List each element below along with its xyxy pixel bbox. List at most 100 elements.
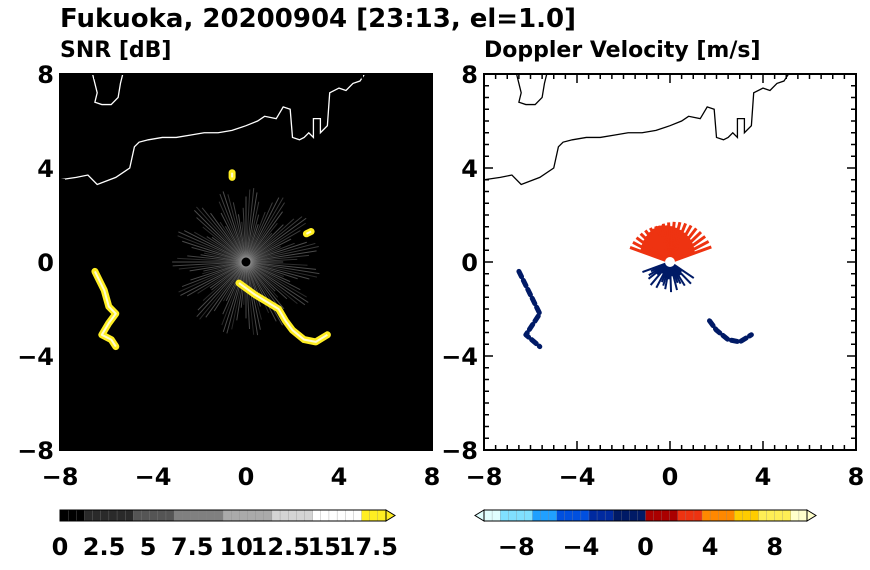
clutter-ray bbox=[218, 201, 247, 263]
clutter-ray bbox=[245, 261, 318, 278]
clutter-ray bbox=[245, 261, 320, 275]
echo-feature bbox=[516, 268, 543, 350]
clutter-ray bbox=[245, 238, 292, 263]
clutter-ray bbox=[245, 211, 283, 263]
colorbar-tick-label: 0 bbox=[637, 533, 654, 561]
clutter-ray bbox=[245, 246, 319, 263]
clutter-ray bbox=[245, 261, 279, 298]
clutter-ray bbox=[241, 221, 247, 263]
colorbar-cell bbox=[532, 509, 542, 522]
colorbar-cell bbox=[165, 509, 175, 522]
colorbar-cell bbox=[336, 509, 346, 522]
clutter-ray bbox=[197, 261, 247, 294]
x-tick-label: −4 bbox=[135, 463, 172, 491]
clutter-ray bbox=[245, 246, 281, 263]
y-tick-label: 8 bbox=[461, 61, 478, 89]
clutter-ray bbox=[178, 261, 247, 293]
y-tick-label: 8 bbox=[37, 61, 54, 89]
clutter-ray bbox=[245, 211, 266, 263]
colorbar-cell bbox=[548, 509, 558, 522]
clutter-ray bbox=[210, 212, 247, 263]
colorbar-cell bbox=[353, 509, 363, 522]
clutter-ray bbox=[245, 261, 309, 303]
colorbar-cell bbox=[345, 509, 355, 522]
colorbar-cell bbox=[669, 509, 679, 522]
clutter-ray bbox=[245, 261, 307, 298]
snr-panel-title: SNR [dB] bbox=[60, 38, 171, 63]
clutter-ray bbox=[186, 261, 247, 297]
colorbar-cell bbox=[312, 509, 322, 522]
clutter-ray bbox=[245, 261, 288, 300]
clutter-ray bbox=[194, 231, 247, 263]
colorbar-cell bbox=[108, 509, 118, 522]
colorbar-cell bbox=[116, 509, 126, 522]
colorbar-cell bbox=[247, 509, 257, 522]
clutter-ray bbox=[237, 214, 247, 263]
clutter-ray bbox=[245, 242, 295, 263]
clutter-ray bbox=[201, 207, 247, 263]
colorbar-cell bbox=[149, 509, 159, 522]
clutter-ray bbox=[211, 261, 247, 291]
x-tick-label: 8 bbox=[848, 463, 865, 491]
clutter-ray bbox=[245, 217, 307, 263]
clutter-ray bbox=[245, 261, 259, 336]
colorbar-cell bbox=[580, 509, 590, 522]
clutter-ray bbox=[245, 261, 301, 291]
colorbar-cell bbox=[271, 509, 281, 522]
y-tick-label: −4 bbox=[441, 343, 478, 371]
colorbar-cell bbox=[677, 509, 687, 522]
clutter-ray bbox=[245, 230, 301, 263]
colorbar-frame bbox=[483, 509, 808, 522]
colorbar-cell bbox=[483, 509, 493, 522]
clutter-ray bbox=[245, 261, 310, 280]
clutter-ray bbox=[245, 214, 260, 263]
island-coastline bbox=[91, 74, 124, 106]
clutter-ray bbox=[245, 261, 283, 326]
snr-panel: −8 −4 0 4 8 8 4 0 −4 −8 bbox=[17, 61, 440, 491]
clutter-ray bbox=[190, 261, 247, 281]
x-tick-label: −8 bbox=[466, 463, 503, 491]
colorbar-cell bbox=[790, 509, 800, 522]
clutter-ray bbox=[204, 252, 247, 263]
clutter-ray bbox=[187, 255, 247, 263]
colorbar-extend-max bbox=[385, 509, 396, 522]
clutter-ray bbox=[227, 194, 247, 263]
x-tick-label: 4 bbox=[331, 463, 348, 491]
radar-site bbox=[665, 257, 675, 267]
clutter-ray bbox=[226, 261, 247, 334]
colorbar-cell bbox=[377, 509, 387, 522]
clutter-ray bbox=[245, 261, 317, 270]
clutter-ray bbox=[245, 232, 273, 263]
clutter-ray bbox=[178, 261, 247, 270]
colorbar-cell bbox=[499, 509, 509, 522]
colorbar-cell bbox=[540, 509, 550, 522]
clutter-ray bbox=[197, 261, 247, 311]
colorbar-cell bbox=[59, 509, 69, 522]
colorbar-cell bbox=[596, 509, 606, 522]
colorbar-cell bbox=[556, 509, 566, 522]
colorbar-cell bbox=[613, 509, 622, 522]
clutter-ray bbox=[219, 221, 247, 263]
clutter-ray bbox=[222, 261, 247, 302]
y-tick-label: 0 bbox=[461, 249, 478, 277]
clutter-ray bbox=[231, 261, 247, 330]
island-coastline bbox=[515, 74, 548, 106]
colorbar-cell bbox=[629, 509, 639, 522]
x-tick-label: 4 bbox=[755, 463, 772, 491]
y-tick-label: 0 bbox=[37, 249, 54, 277]
y-tick-label: −4 bbox=[17, 343, 54, 371]
clutter-ray bbox=[202, 261, 247, 302]
colorbar-cell bbox=[133, 509, 143, 522]
x-tick-label: 0 bbox=[662, 463, 679, 491]
colorbar-tick-label: 4 bbox=[702, 533, 719, 561]
clutter-ray bbox=[245, 218, 295, 263]
clutter-ray bbox=[184, 230, 247, 263]
clutter-ray bbox=[245, 261, 284, 277]
clutter-ray bbox=[245, 261, 298, 280]
echo-feature-core bbox=[305, 230, 312, 235]
clutter-ray bbox=[220, 212, 247, 263]
echo-feature-core bbox=[238, 282, 328, 343]
colorbar-cell bbox=[572, 509, 582, 522]
clutter-ray bbox=[172, 261, 247, 267]
